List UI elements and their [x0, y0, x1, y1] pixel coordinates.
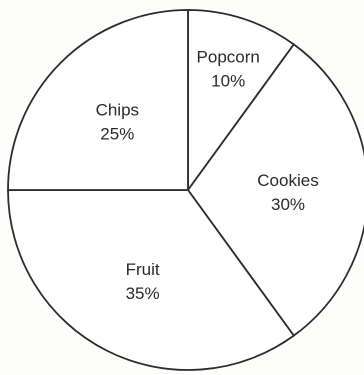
pie-slice-fruit: [7, 189, 296, 371]
slice-value-cookies: 30%: [271, 195, 305, 214]
slice-label-cookies: Cookies: [257, 171, 318, 190]
pie-slices: [7, 9, 364, 371]
pie-slice-cookies: [186, 43, 364, 337]
pie-labels: Popcorn 10% Cookies 30% Fruit 35% Chips 25%: [96, 47, 319, 303]
slice-label-popcorn: Popcorn: [197, 47, 260, 66]
slice-value-chips: 25%: [100, 124, 134, 143]
slice-label-fruit: Fruit: [126, 260, 160, 279]
pie-slice-popcorn: [187, 9, 296, 193]
slice-value-popcorn: 10%: [211, 71, 245, 90]
pie-slice-chips: [7, 9, 189, 191]
slice-value-fruit: 35%: [126, 284, 160, 303]
slice-label-chips: Chips: [96, 100, 139, 119]
